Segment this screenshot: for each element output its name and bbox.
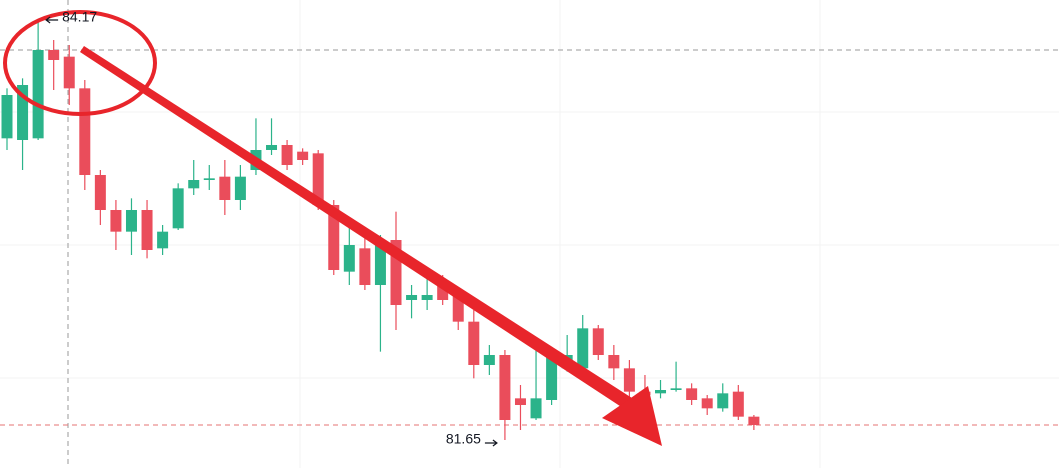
candle-body (359, 248, 371, 285)
candle-body (172, 188, 184, 229)
candle-body (499, 355, 511, 420)
candle-body (94, 175, 106, 210)
candle-body (328, 205, 340, 270)
candle-body (577, 328, 589, 369)
candle-body (406, 295, 418, 300)
candle-body (79, 88, 91, 175)
candle-body (514, 398, 526, 405)
overlay (3, 10, 662, 446)
candle-body (390, 240, 402, 305)
candle-body (17, 85, 29, 140)
candle-body (717, 393, 729, 409)
candle-body (281, 145, 293, 165)
candle-body (219, 176, 231, 200)
candle-body (188, 180, 200, 189)
candle-body (266, 145, 278, 150)
candle-body (110, 210, 122, 232)
candle-body (421, 295, 433, 300)
candle-body (483, 355, 495, 365)
candle-body (234, 176, 246, 200)
candle-body (312, 153, 324, 205)
candle-body (297, 151, 309, 160)
candle-body (748, 416, 760, 425)
candle-body (670, 388, 682, 390)
candle-body (732, 391, 744, 417)
candle-body (530, 398, 542, 419)
labels: 84.17 81.65 (45, 9, 498, 447)
trend-arrow-shaft (80, 46, 632, 410)
candle-body (1, 95, 13, 139)
candle-body (437, 283, 449, 300)
highlight-circle (3, 10, 157, 116)
candle-body (592, 328, 604, 355)
candle-body (343, 245, 355, 272)
candles (1, 20, 760, 440)
candle-body (48, 50, 60, 60)
trend-arrow-head (602, 386, 662, 446)
candle-body (452, 295, 464, 322)
low-annotation: 81.65 (446, 431, 481, 447)
candle-body (32, 50, 44, 139)
high-annotation: 84.17 (62, 9, 97, 25)
candle-body (701, 398, 713, 409)
candle-body (157, 231, 169, 249)
candle-body (546, 355, 558, 400)
annotation-arrow (484, 439, 498, 447)
candle-body (374, 240, 386, 285)
candle-body (655, 390, 667, 394)
candle-body (686, 388, 698, 400)
candle-body (63, 56, 75, 89)
candle-body (125, 210, 137, 232)
candle-body (468, 321, 480, 365)
candle-body (623, 368, 635, 392)
candle-body (608, 355, 620, 369)
annotation-arrow (45, 16, 59, 24)
candle-body (141, 210, 153, 250)
candle-body (203, 178, 215, 180)
